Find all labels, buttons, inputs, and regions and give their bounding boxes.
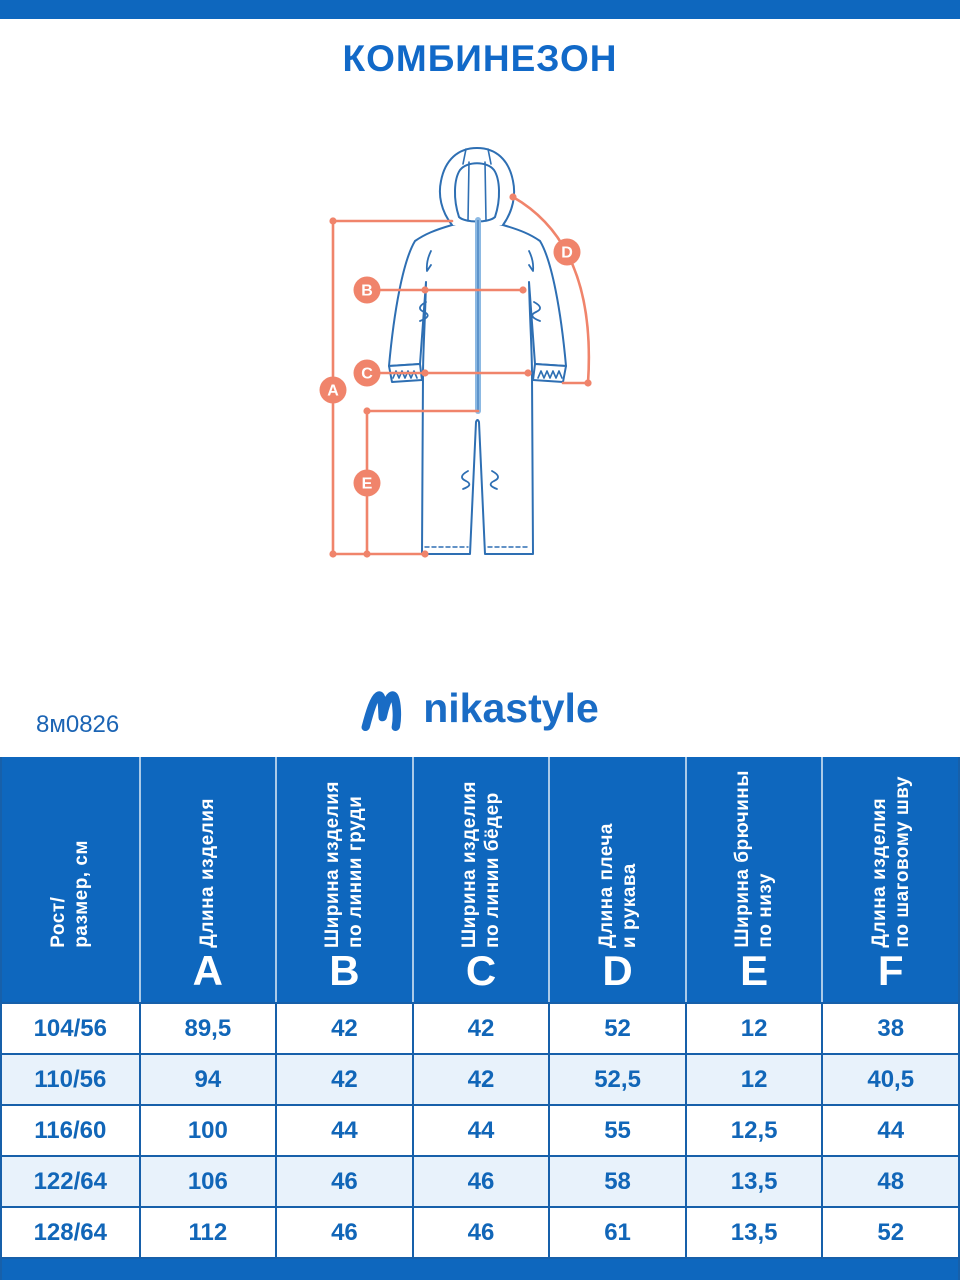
- header-cell-e: Ширина брючины по низу E: [684, 757, 822, 1002]
- header-letter: A: [192, 947, 224, 994]
- header-title: Длина плеча и рукава: [595, 822, 640, 948]
- header-title: Ширина изделия по линии бёдер: [458, 781, 503, 948]
- bottom-accent-bar: [2, 1259, 958, 1280]
- cell-c: 42: [411, 1055, 549, 1104]
- cell-b: 46: [275, 1157, 412, 1206]
- cell-c: 46: [411, 1157, 549, 1206]
- table-row: 116/60 100 44 44 55 12,5 44: [2, 1106, 958, 1157]
- cell-f: 52: [821, 1208, 958, 1257]
- header-letter: F: [877, 947, 904, 994]
- size-table-header: Рост/ размер, см Длина изделия A Ширина …: [2, 757, 958, 1002]
- cell-f: 48: [821, 1157, 958, 1206]
- cell-b: 46: [275, 1208, 412, 1257]
- cell-e: 13,5: [684, 1157, 822, 1206]
- cell-f: 40,5: [821, 1055, 958, 1104]
- header-cell-f: Длина изделия по шаговому шву F: [821, 757, 958, 1002]
- cell-c: 46: [411, 1208, 549, 1257]
- cell-b: 42: [275, 1055, 412, 1104]
- cell-size: 104/56: [33, 1014, 107, 1042]
- top-accent-bar: [0, 0, 960, 19]
- coverall-diagram-svg: A B C D E: [319, 147, 592, 558]
- measure-badges: A B C D E: [319, 238, 581, 497]
- cell-e: 13,5: [684, 1208, 822, 1257]
- brand-logo: nikastyle: [0, 682, 960, 738]
- table-row: 128/64 112 46 46 61 13,5 52: [2, 1208, 958, 1259]
- cell-d: 52,5: [548, 1055, 685, 1104]
- header-cell-size: Рост/ размер, см: [2, 757, 139, 1002]
- header-letter: C: [465, 947, 497, 994]
- header-cell-a: Длина изделия A: [138, 757, 276, 1002]
- header-title: Рост/ размер, см: [48, 840, 93, 948]
- cell-a: 106: [138, 1157, 276, 1206]
- product-code: 8м0826: [36, 711, 120, 738]
- nikastyle-wordmark: nikastyle: [423, 684, 599, 731]
- cell-size: 116/60: [34, 1116, 107, 1144]
- size-table: Рост/ размер, см Длина изделия A Ширина …: [0, 757, 960, 1280]
- table-row: 104/56 89,5 42 42 52 12 38: [2, 1004, 958, 1055]
- cell-b: 44: [275, 1106, 412, 1155]
- header-letter: B: [329, 947, 360, 994]
- header-letter: D: [602, 947, 633, 994]
- size-table-body: 104/56 89,5 42 42 52 12 38 110/56 94 42 …: [2, 1002, 958, 1259]
- cell-f: 44: [821, 1106, 958, 1155]
- cell-a: 89,5: [138, 1004, 276, 1053]
- cell-e: 12: [684, 1055, 822, 1104]
- measure-label-c: C: [361, 366, 373, 383]
- garment-measurement-diagram: A B C D E: [285, 135, 675, 595]
- measure-dots: [329, 193, 592, 558]
- table-row: 122/64 106 46 46 58 13,5 48: [2, 1157, 958, 1208]
- nikastyle-logo-icon: [361, 691, 402, 732]
- cell-c: 42: [411, 1004, 549, 1053]
- cell-size: 128/64: [33, 1218, 107, 1246]
- cell-b: 42: [275, 1004, 412, 1053]
- cell-size: 122/64: [33, 1167, 107, 1195]
- cell-a: 94: [138, 1055, 276, 1104]
- cell-e: 12: [684, 1004, 822, 1053]
- cell-size: 110/56: [34, 1065, 107, 1093]
- cell-d: 61: [548, 1208, 685, 1257]
- header-cell-d: Длина плеча и рукава D: [548, 757, 685, 1002]
- measure-label-b: B: [361, 283, 373, 300]
- header-letter: E: [740, 947, 769, 994]
- cell-a: 100: [138, 1106, 276, 1155]
- cell-e: 12,5: [684, 1106, 822, 1155]
- header-title: Длина изделия по шаговому шву: [868, 776, 913, 948]
- cell-d: 55: [548, 1106, 685, 1155]
- header-title: Ширина брючины по низу: [732, 770, 777, 948]
- header-cell-b: Ширина изделия по линии груди B: [275, 757, 412, 1002]
- measure-label-d: D: [561, 245, 573, 262]
- cell-f: 38: [821, 1004, 958, 1053]
- cell-d: 58: [548, 1157, 685, 1206]
- header-cell-c: Ширина изделия по линии бёдер C: [411, 757, 549, 1002]
- cell-d: 52: [548, 1004, 685, 1053]
- cell-a: 112: [138, 1208, 276, 1257]
- measure-label-a: A: [327, 383, 339, 400]
- cell-c: 44: [411, 1106, 549, 1155]
- measure-lines: [331, 195, 591, 556]
- header-title: Длина изделия: [197, 798, 219, 948]
- table-row: 110/56 94 42 42 52,5 12 40,5: [2, 1055, 958, 1106]
- header-title: Ширина изделия по линии груди: [322, 781, 367, 948]
- page-title: КОМБИНЕЗОН: [342, 38, 618, 79]
- measure-label-e: E: [362, 476, 373, 493]
